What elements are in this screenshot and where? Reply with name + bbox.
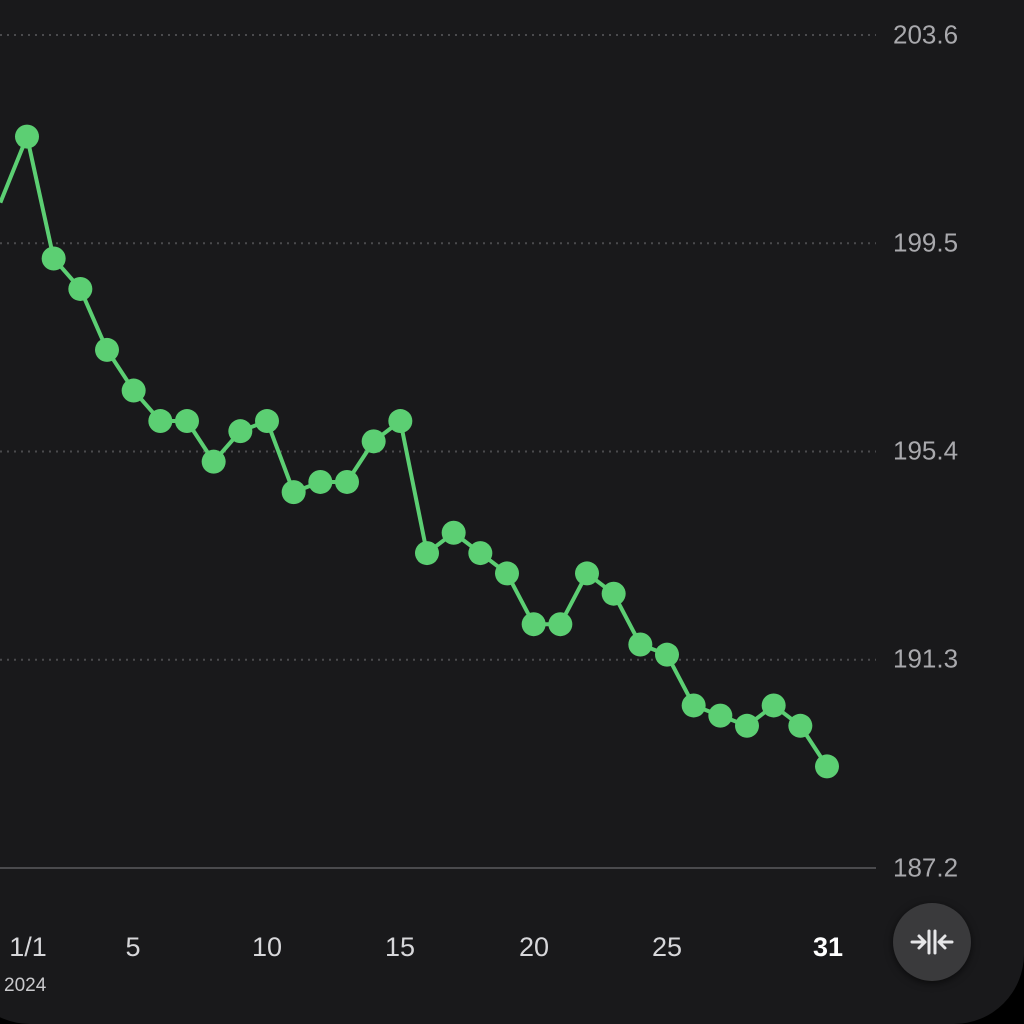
year-label: 2024 [4, 975, 47, 996]
data-point[interactable] [228, 419, 253, 444]
data-point[interactable] [628, 632, 653, 657]
x-tick-label: 10 [251, 932, 283, 962]
data-point[interactable] [281, 480, 306, 505]
data-point[interactable] [681, 693, 706, 718]
data-point[interactable] [761, 693, 786, 718]
x-tick-label: 25 [651, 932, 683, 962]
data-point[interactable] [708, 703, 733, 728]
data-point[interactable] [95, 337, 119, 362]
gridlines [0, 34, 876, 869]
data-point[interactable] [601, 581, 626, 606]
data-point[interactable] [575, 561, 599, 586]
y-tick-label: 199.5 [893, 227, 959, 258]
data-point[interactable] [201, 449, 226, 474]
data-point[interactable] [255, 409, 279, 434]
data-point[interactable] [815, 754, 839, 779]
data-series [0, 124, 839, 779]
data-point[interactable] [468, 541, 493, 566]
data-point[interactable] [68, 276, 93, 301]
x-tick-label: 15 [384, 932, 416, 962]
y-tick-label: 191.3 [893, 643, 959, 674]
data-point[interactable] [308, 469, 333, 494]
data-point[interactable] [388, 409, 413, 434]
data-point[interactable] [735, 713, 759, 738]
data-point[interactable] [361, 429, 386, 454]
data-point[interactable] [788, 713, 813, 738]
x-tick-label: 20 [518, 932, 550, 962]
collapse-horizontal-icon [910, 929, 954, 955]
data-point[interactable] [415, 541, 439, 566]
y-tick-label: 203.6 [893, 19, 959, 50]
data-point[interactable] [41, 246, 66, 271]
data-point[interactable] [548, 612, 573, 637]
data-point[interactable] [121, 378, 146, 403]
data-point[interactable] [441, 520, 466, 545]
data-point[interactable] [521, 612, 546, 637]
collapse-chart-button[interactable] [893, 903, 971, 981]
x-tick-label-current: 31 [812, 932, 844, 962]
y-tick-label: 195.4 [893, 435, 959, 466]
y-tick-label: 187.2 [893, 852, 959, 883]
data-point[interactable] [15, 124, 39, 149]
data-point[interactable] [175, 409, 199, 434]
data-point[interactable] [495, 561, 519, 586]
x-tick-label: 5 [125, 932, 141, 962]
data-point[interactable] [335, 469, 359, 494]
data-point[interactable] [655, 642, 679, 667]
x-tick-label: 1/1 [9, 932, 47, 962]
data-point[interactable] [148, 409, 173, 434]
